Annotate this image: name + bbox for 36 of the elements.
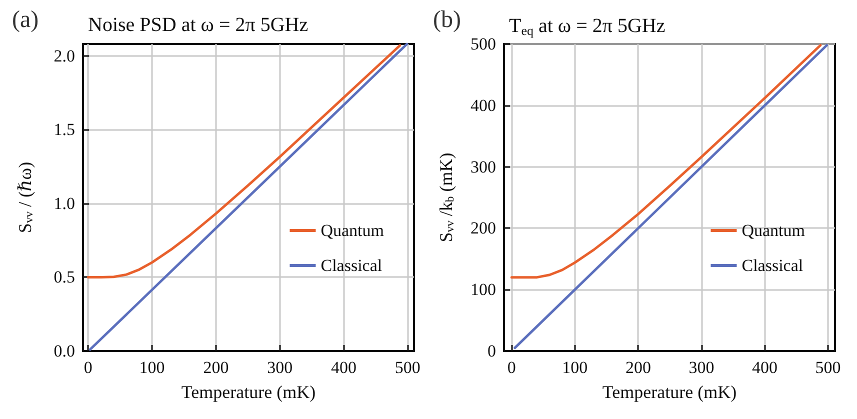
x-tick-label: 500 bbox=[815, 358, 841, 377]
x-tick-label: 100 bbox=[139, 358, 165, 377]
x-tick-label: 0 bbox=[507, 358, 516, 377]
legend-label: Quantum bbox=[320, 221, 384, 240]
y-tick-label: 0.0 bbox=[54, 342, 76, 360]
line-series bbox=[510, 44, 822, 279]
y-tick-label: 300 bbox=[470, 157, 496, 176]
x-tick-label: 200 bbox=[625, 358, 651, 377]
y-tick-label: 200 bbox=[470, 218, 496, 238]
x-tick-label: 200 bbox=[203, 358, 229, 377]
y-tick-label: 0.5 bbox=[54, 268, 76, 287]
y-tick-label: 400 bbox=[470, 96, 496, 115]
x-tick-label: 300 bbox=[267, 358, 293, 377]
y-axis-title: Svv / (ℏω) bbox=[15, 162, 36, 234]
x-tick-label: 400 bbox=[330, 358, 356, 377]
x-tick-label: 400 bbox=[752, 358, 778, 377]
legend-label: Classical bbox=[320, 256, 382, 275]
x-axis-title: Temperature (mK) bbox=[181, 382, 316, 402]
x-tick-label: 0 bbox=[84, 358, 92, 377]
y-tick-label: 100 bbox=[470, 280, 496, 300]
x-tick-label: 300 bbox=[688, 358, 714, 377]
legend-label: Quantum bbox=[742, 221, 806, 240]
y-tick-label: 0 bbox=[488, 342, 496, 360]
y-tick-label: 2.0 bbox=[54, 46, 76, 66]
text: (b) bbox=[433, 7, 461, 33]
chart-title: Noise PSD at ω = 2π 5GHz bbox=[88, 14, 308, 36]
line-series bbox=[86, 44, 402, 278]
x-tick-label: 500 bbox=[394, 358, 420, 377]
y-tick-label: 1.0 bbox=[54, 194, 76, 213]
y-tick-label: 500 bbox=[470, 34, 496, 54]
x-tick-label: 100 bbox=[562, 358, 588, 377]
y-axis-title: Svv /kb (mK) bbox=[436, 152, 457, 242]
y-tick-label: 1.5 bbox=[54, 120, 76, 140]
x-axis-title: Temperature (mK) bbox=[602, 382, 737, 402]
legend-label: Classical bbox=[742, 256, 804, 275]
text: (a) bbox=[12, 7, 39, 33]
